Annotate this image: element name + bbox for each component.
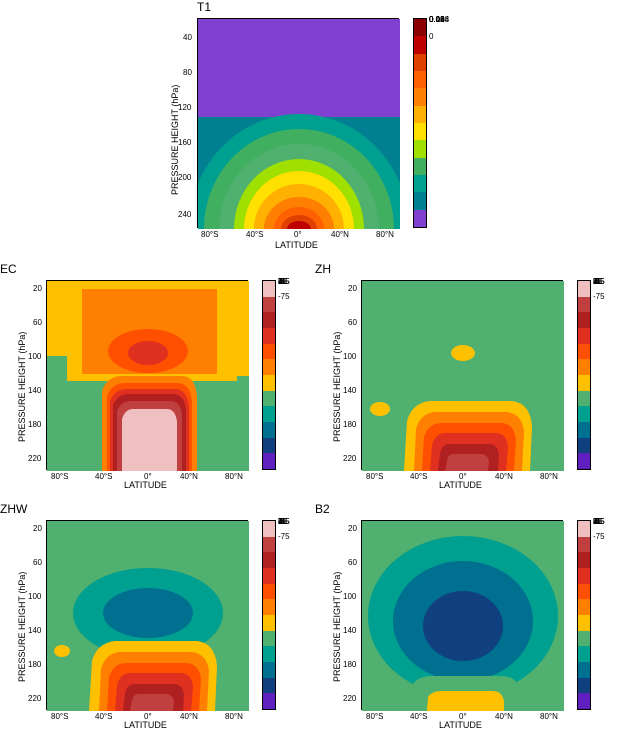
xtick: 40°N [495, 472, 513, 481]
panel-zh: ZH PRESSURE HEIGHT (hPa) LATITUDE 20 60 … [315, 262, 630, 497]
ytick: 20 [348, 524, 357, 533]
ytick: 20 [33, 524, 42, 533]
xtick: 80°N [540, 472, 558, 481]
plot-zhw [46, 520, 248, 710]
xtick: 40°N [331, 230, 349, 239]
xlabel-t1: LATITUDE [275, 240, 318, 250]
panel-title-t1: T1 [197, 0, 211, 14]
ytick: 60 [33, 558, 42, 567]
xtick: 0° [144, 472, 152, 481]
colorbar-ec: 75 45 35 25 15 5 -5 -15 -25 -35 -45 -75 [262, 280, 276, 470]
heatmap-ec [47, 281, 249, 471]
ytick: 140 [28, 626, 41, 635]
ytick: 220 [343, 454, 356, 463]
xtick: 80°S [366, 472, 383, 481]
ytick: 100 [343, 352, 356, 361]
xtick: 40°S [410, 712, 427, 721]
heatmap-b2 [362, 521, 564, 711]
xlabel-zhw: LATITUDE [124, 720, 167, 730]
ytick: 80 [183, 68, 192, 77]
heatmap-zhw [47, 521, 249, 711]
ylabel-zhw: PRESSURE HEIGHT (hPa) [17, 542, 27, 682]
xtick: 80°N [225, 472, 243, 481]
ytick: 60 [348, 558, 357, 567]
heatmap-zh [362, 281, 564, 471]
colorbar-b2: 75 45 35 25 15 5 -5 -15 -25 -35 -45 -75 [577, 520, 591, 710]
panel-title-ec: EC [0, 262, 17, 276]
plot-b2 [361, 520, 563, 710]
plot-ec [46, 280, 248, 470]
ytick: 140 [28, 386, 41, 395]
xtick: 80°N [225, 712, 243, 721]
ytick: 60 [348, 318, 357, 327]
ytick: 120 [178, 103, 191, 112]
plot-t1 [197, 18, 399, 228]
ytick: 220 [28, 454, 41, 463]
xlabel-zh: LATITUDE [439, 480, 482, 490]
ytick: 220 [343, 694, 356, 703]
ytick: 220 [28, 694, 41, 703]
panel-zhw: ZHW PRESSURE HEIGHT (hPa) LATITUDE 20 60… [0, 502, 315, 737]
ytick: 60 [33, 318, 42, 327]
ytick: 100 [28, 352, 41, 361]
ytick: 200 [178, 173, 191, 182]
xtick: 80°S [51, 472, 68, 481]
ytick: 20 [348, 284, 357, 293]
ytick: 180 [343, 660, 356, 669]
ytick: 100 [28, 592, 41, 601]
plot-zh [361, 280, 563, 470]
xtick: 80°S [51, 712, 68, 721]
colorbar-t1: 0.18 0.16 0.14 0.12 0.1 0.08 0.06 0.04 0… [413, 18, 427, 228]
xtick: 40°N [180, 472, 198, 481]
xlabel-b2: LATITUDE [439, 720, 482, 730]
ylabel-ec: PRESSURE HEIGHT (hPa) [17, 302, 27, 442]
xtick: 40°S [410, 472, 427, 481]
xtick: 0° [294, 230, 302, 239]
xtick: 40°S [95, 712, 112, 721]
ytick: 180 [28, 660, 41, 669]
xtick: 40°S [246, 230, 263, 239]
xtick: 0° [144, 712, 152, 721]
ytick: 100 [343, 592, 356, 601]
xlabel-ec: LATITUDE [124, 480, 167, 490]
panel-title-zhw: ZHW [0, 502, 27, 516]
heatmap-t1 [198, 19, 400, 229]
ytick: 140 [343, 386, 356, 395]
panel-b2: B2 PRESSURE HEIGHT (hPa) LATITUDE 20 60 … [315, 502, 630, 737]
ylabel-zh: PRESSURE HEIGHT (hPa) [332, 302, 342, 442]
xtick: 40°N [180, 712, 198, 721]
ytick: 40 [183, 33, 192, 42]
xtick: 80°N [376, 230, 394, 239]
xtick: 40°S [95, 472, 112, 481]
ytick: 20 [33, 284, 42, 293]
xtick: 80°N [540, 712, 558, 721]
panel-ec: EC PRESSURE HEIGHT (hPa) LATITUDE 20 60 [0, 262, 315, 497]
ytick: 240 [178, 210, 191, 219]
panel-t1: T1 PRESSURE HEIGHT (hPa) LATITUDE 40 80 … [165, 0, 465, 255]
ytick: 180 [28, 420, 41, 429]
colorbar-zhw: 75 45 35 25 15 5 -5 -15 -25 -35 -45 -75 [262, 520, 276, 710]
colorbar-zh: 75 45 35 25 15 5 -5 -15 -25 -35 -45 -75 [577, 280, 591, 470]
ytick: 140 [343, 626, 356, 635]
panel-title-b2: B2 [315, 502, 330, 516]
ytick: 160 [178, 138, 191, 147]
ylabel-b2: PRESSURE HEIGHT (hPa) [332, 542, 342, 682]
xtick: 80°S [201, 230, 218, 239]
xtick: 0° [459, 712, 467, 721]
panel-title-zh: ZH [315, 262, 331, 276]
xtick: 0° [459, 472, 467, 481]
xtick: 80°S [366, 712, 383, 721]
ytick: 180 [343, 420, 356, 429]
xtick: 40°N [495, 712, 513, 721]
